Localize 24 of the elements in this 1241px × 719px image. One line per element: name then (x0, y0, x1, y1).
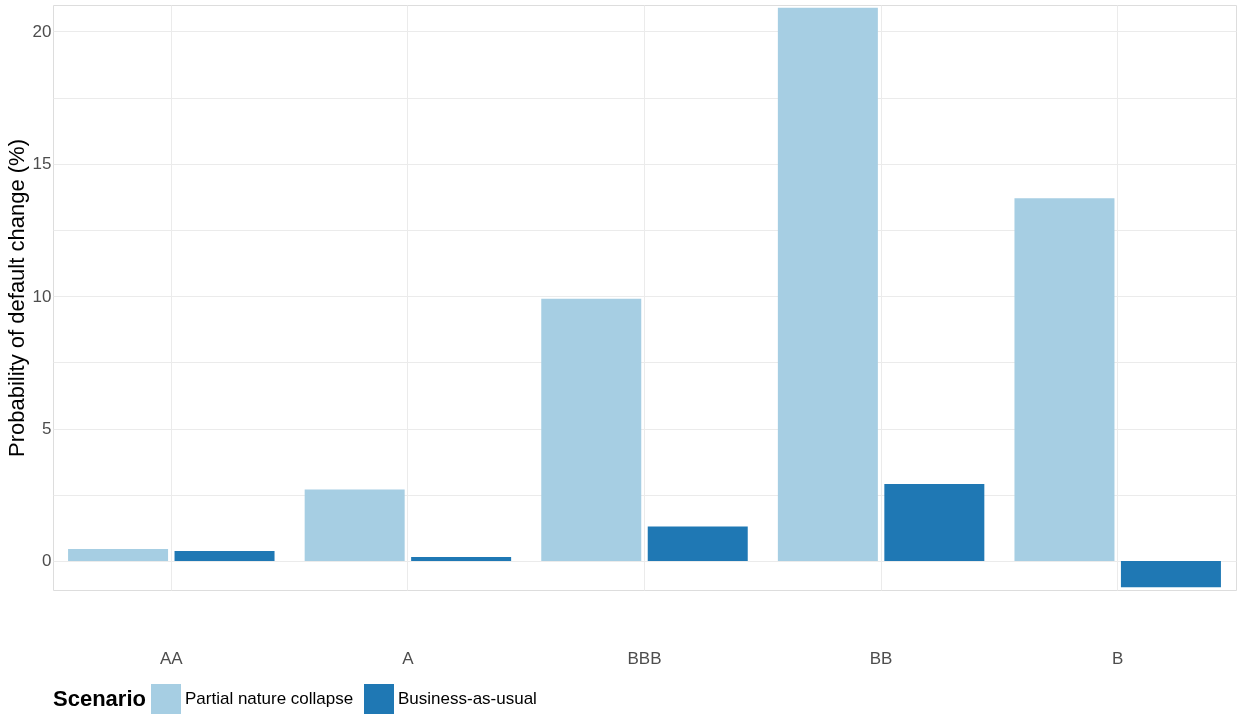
legend-title: Scenario (53, 686, 146, 711)
x-tick-label: BB (869, 648, 893, 668)
bar (68, 548, 169, 561)
bar (541, 298, 642, 561)
x-tick-label: B (1112, 648, 1124, 668)
bar (1120, 560, 1221, 588)
y-axis-title: Probability of default change (%) (3, 139, 29, 457)
y-tick-label: 15 (32, 154, 52, 174)
legend-label: Business-as-usual (398, 689, 537, 708)
bar (1014, 198, 1115, 561)
x-tick-label: BBB (627, 648, 662, 668)
y-tick-label: 10 (32, 286, 52, 306)
y-tick-label: 20 (32, 21, 52, 41)
bar (174, 551, 275, 561)
y-tick-label: 5 (42, 419, 52, 439)
y-tick-label: 0 (42, 551, 52, 571)
legend-label: Partial nature collapse (185, 689, 354, 708)
bar (884, 484, 985, 561)
bar (647, 526, 748, 561)
x-tick-label: AA (159, 648, 184, 668)
bar (411, 556, 512, 561)
bar (304, 489, 405, 561)
bar (777, 7, 878, 561)
x-tick-label: A (402, 648, 415, 668)
